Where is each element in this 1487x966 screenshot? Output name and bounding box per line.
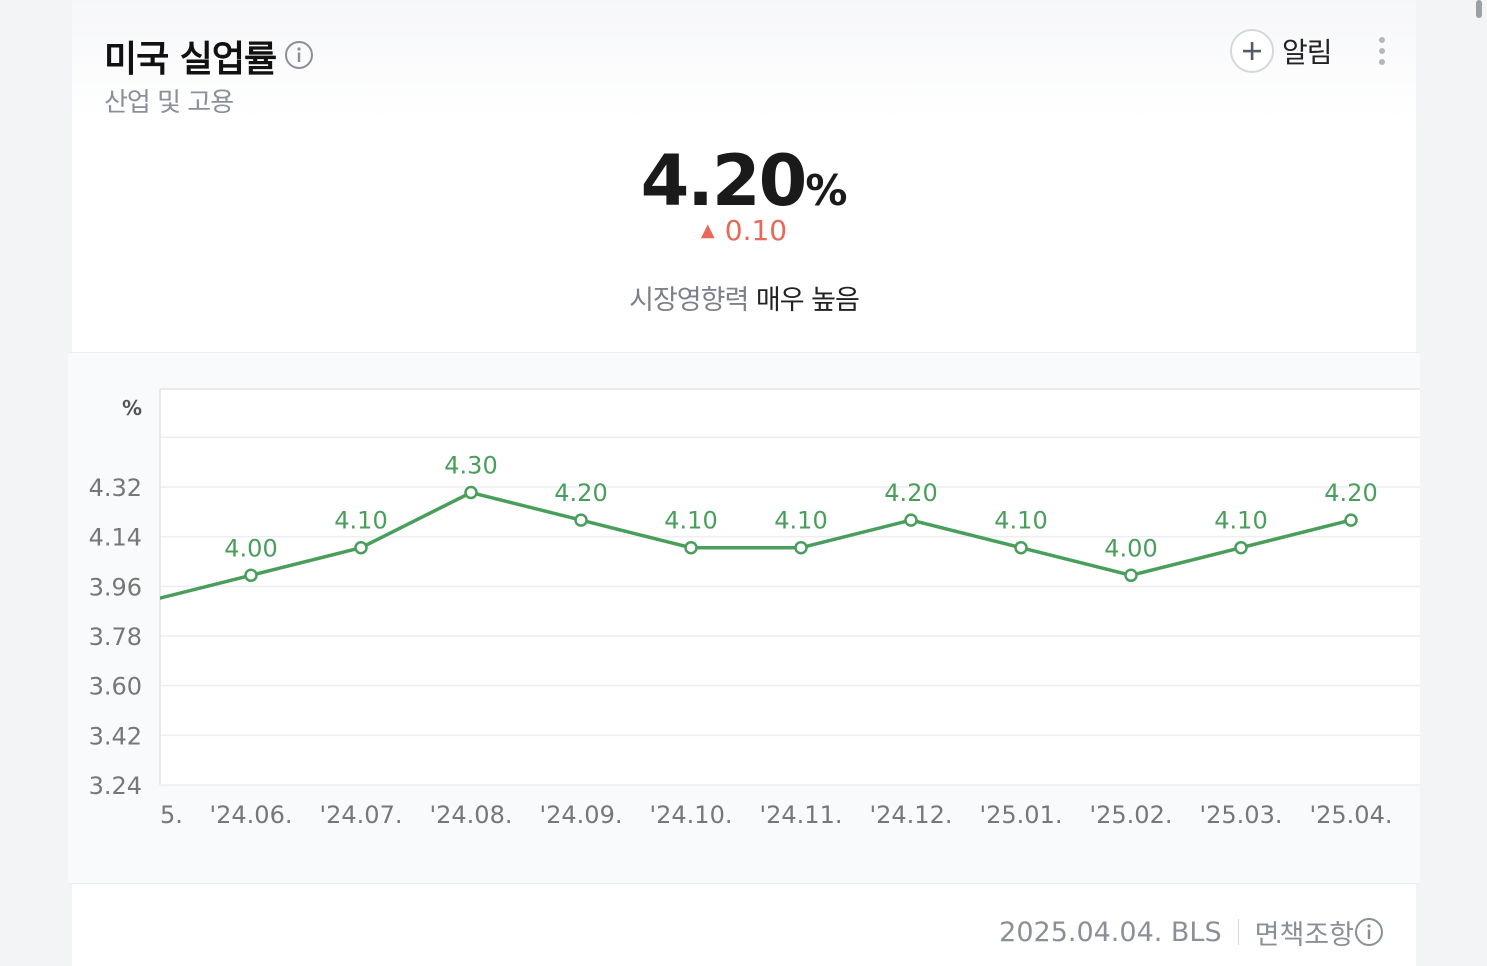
- y-tick-label: 3.42: [89, 722, 142, 750]
- alert-label: 알림: [1282, 36, 1333, 69]
- footer: 2025.04.04. BLS 면책조항: [999, 912, 1384, 952]
- disclaimer-link[interactable]: 면책조항: [1255, 913, 1384, 952]
- data-point: [1344, 513, 1358, 527]
- chart-area: % 4.32 4.14 3.96 3.78 3.60 3.42 3.24 4.00 4.10 4.3…: [68, 352, 1420, 884]
- indicator-category: 산업 및 고용: [104, 88, 234, 118]
- y-tick-label: 4.14: [89, 524, 142, 552]
- x-tick-label: '25.03.: [1200, 801, 1283, 829]
- y-tick-label: 3.24: [89, 772, 142, 800]
- value-change: ▲ 0.10: [72, 214, 1416, 247]
- divider: [1237, 919, 1239, 945]
- data-label: 4.00: [224, 534, 277, 562]
- market-impact: 시장영향력 매우 높음: [72, 278, 1416, 317]
- y-tick-label: 3.96: [89, 573, 142, 601]
- data-point: [1124, 568, 1138, 583]
- data-point: [354, 540, 368, 555]
- x-tick-label: '25.02.: [1090, 801, 1173, 829]
- data-point: [574, 513, 588, 527]
- market-impact-value: 매우 높음: [755, 285, 860, 316]
- y-axis-unit-label: %: [122, 396, 142, 420]
- x-tick-label: 5.: [160, 801, 183, 829]
- data-point: [904, 513, 918, 527]
- data-label: 4.30: [444, 452, 497, 480]
- data-point: [1234, 540, 1248, 555]
- y-tick-label: 3.78: [89, 623, 142, 651]
- data-label: 4.10: [1214, 507, 1267, 535]
- data-point: [464, 485, 478, 500]
- data-label: 4.20: [1324, 479, 1377, 507]
- x-tick-label: '24.10.: [650, 801, 733, 829]
- source-info: 2025.04.04. BLS: [999, 916, 1222, 948]
- scrollbar[interactable]: [1476, 0, 1482, 18]
- x-tick-label: '24.12.: [870, 801, 953, 829]
- header-background: [72, 0, 1416, 120]
- data-point: [684, 540, 698, 555]
- info-icon: [1355, 918, 1383, 946]
- current-value-unit: %: [805, 166, 848, 215]
- data-label: 4.10: [994, 507, 1047, 535]
- x-tick-label: '24.08.: [430, 801, 513, 829]
- data-point: [244, 568, 258, 583]
- current-value-number: 4.20: [640, 140, 808, 222]
- x-tick-label: '25.04.: [1310, 801, 1393, 829]
- x-tick-label: '24.07.: [320, 801, 403, 829]
- data-label: 4.00: [1104, 534, 1157, 562]
- x-tick-label: '24.09.: [540, 801, 623, 829]
- disclaimer-label: 면책조항: [1254, 919, 1354, 951]
- more-options-icon[interactable]: [1370, 34, 1394, 68]
- market-impact-label: 시장영향력: [629, 285, 749, 316]
- value-change-number: 0.10: [724, 214, 788, 247]
- data-label: 4.10: [774, 507, 827, 535]
- data-point: [794, 540, 808, 555]
- plus-icon: [1230, 29, 1274, 73]
- indicator-title: 미국 실업률: [104, 39, 277, 80]
- x-tick-label: '25.01.: [980, 801, 1063, 829]
- x-tick-label: '24.11.: [760, 801, 843, 829]
- series-line: [160, 490, 1352, 600]
- y-tick-label: 4.32: [89, 474, 142, 502]
- up-arrow-icon: ▲: [700, 220, 715, 241]
- data-label: 4.10: [334, 507, 387, 535]
- data-point: [1014, 540, 1028, 555]
- info-icon[interactable]: [284, 40, 314, 70]
- unemployment-line-chart[interactable]: % 4.32 4.14 3.96 3.78 3.60 3.42 3.24 4.00 4.10 4.3…: [68, 353, 1420, 885]
- data-label: 4.20: [554, 479, 607, 507]
- data-label: 4.10: [664, 507, 717, 535]
- data-label: 4.20: [884, 479, 937, 507]
- current-value: 4.20%: [72, 140, 1416, 222]
- x-tick-label: '24.06.: [210, 801, 293, 829]
- y-tick-label: 3.60: [89, 673, 142, 701]
- alert-button[interactable]: 알림: [1230, 28, 1340, 74]
